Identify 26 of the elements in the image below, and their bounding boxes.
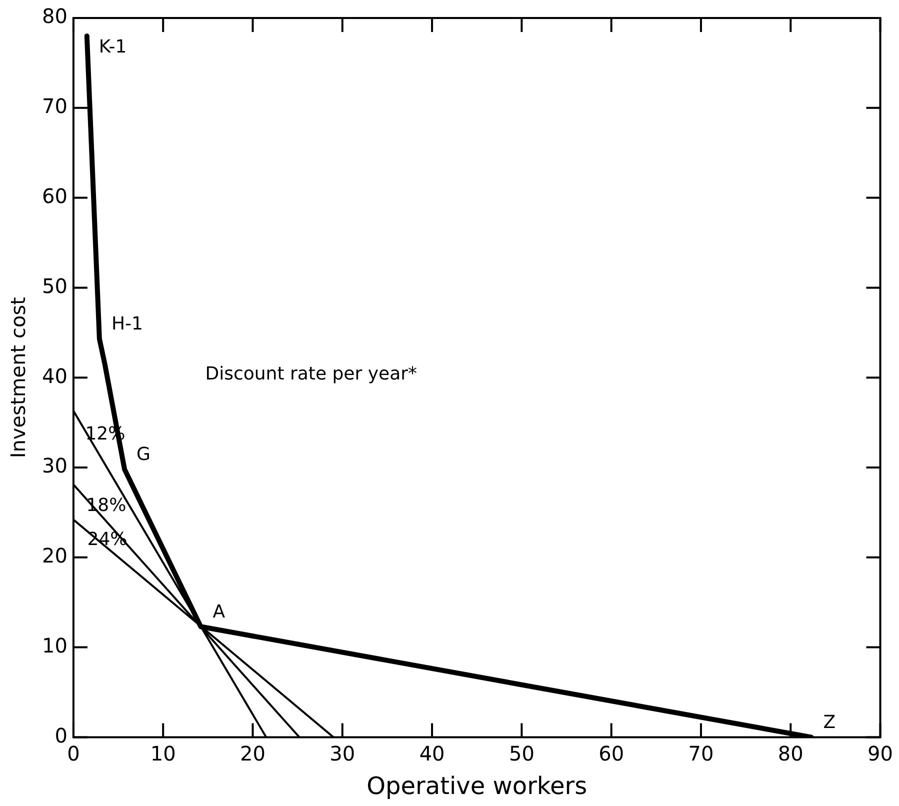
- y-tick-label: 20: [42, 544, 68, 568]
- x-tick-label: 70: [688, 741, 714, 766]
- x-tick-label: 80: [778, 741, 804, 766]
- x-tick-label: 40: [419, 741, 445, 766]
- y-tick-label: 70: [42, 94, 68, 118]
- x-tick-label: 20: [240, 741, 266, 766]
- y-tick-label: 50: [42, 274, 68, 298]
- y-tick-label: 30: [42, 454, 68, 478]
- y-axis-title: Investment cost: [6, 296, 30, 458]
- y-tick-label: 80: [42, 4, 68, 28]
- annotation: A: [212, 601, 226, 622]
- y-tick-label: 40: [42, 364, 68, 388]
- x-tick-label: 10: [150, 741, 176, 766]
- annotation: Z: [823, 712, 836, 733]
- annotation: K-1: [98, 36, 127, 58]
- annotation: H-1: [111, 314, 143, 335]
- y-tick-label: 60: [42, 184, 68, 208]
- legend-title: Discount rate per year*: [205, 363, 418, 384]
- annotation: G: [136, 444, 150, 465]
- x-tick-label: 60: [598, 741, 624, 766]
- x-tick-label: 50: [508, 741, 534, 766]
- x-axis-title: Operative workers: [366, 772, 588, 800]
- y-tick-label: 10: [42, 634, 68, 658]
- x-tick-label: 30: [330, 741, 356, 766]
- y-tick-label: 0: [54, 723, 68, 748]
- x-tick-label: 90: [868, 741, 893, 766]
